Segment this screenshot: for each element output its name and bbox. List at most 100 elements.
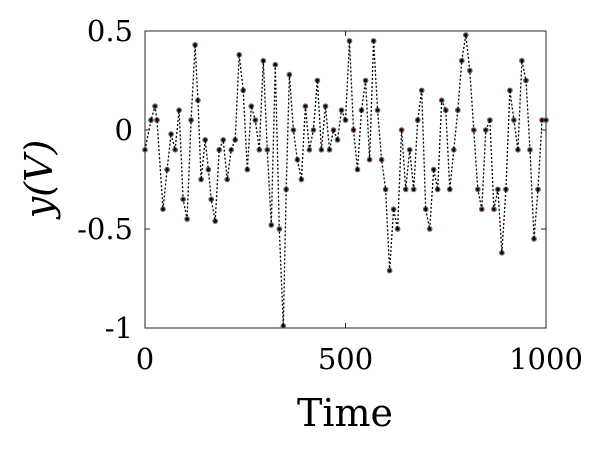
series-2-line <box>144 34 546 327</box>
series-2 <box>143 33 548 328</box>
series-2-point <box>460 59 464 63</box>
series-2-point <box>181 197 185 201</box>
series-2-point <box>245 168 249 172</box>
series-2-point <box>368 158 372 162</box>
series-2-point <box>241 88 245 92</box>
series-2-point <box>528 148 532 152</box>
series-2-point <box>372 39 376 43</box>
series-2-point <box>364 78 368 83</box>
series-2-point <box>456 108 460 112</box>
series-2-point <box>339 108 344 112</box>
series-2-point <box>524 78 528 83</box>
series-2-point <box>400 128 404 132</box>
series-2-point <box>281 324 285 328</box>
series-2-point <box>319 148 323 152</box>
y-axis-title: y(V) <box>17 140 61 221</box>
series-2-point <box>376 108 380 112</box>
series-2-point <box>261 59 265 63</box>
series-2-point <box>380 158 384 162</box>
series-2-point <box>229 148 233 152</box>
series-2-point <box>277 227 281 231</box>
series-2-point <box>440 98 444 102</box>
series-2-point <box>448 187 452 191</box>
series-2-point <box>484 128 488 132</box>
series-2-point <box>496 187 500 191</box>
series-2-point <box>273 63 277 67</box>
series-2-point <box>504 187 508 191</box>
x-tick-label: 0 <box>136 342 154 376</box>
tick-label-layer: 0 500 1000 0.5 0 -0.5 -1 <box>77 14 583 376</box>
series-2-point <box>396 227 400 231</box>
series-2-point <box>476 187 480 191</box>
series-2-point <box>452 148 456 152</box>
series-2-point <box>351 128 356 132</box>
series-2-point <box>540 118 544 122</box>
x-tick-label: 1000 <box>509 342 583 376</box>
series-2-point <box>335 138 340 142</box>
series-2-point <box>412 187 416 191</box>
series-layer <box>142 32 549 329</box>
series-2-point <box>165 168 169 172</box>
series-2-point <box>536 187 540 191</box>
series-2-point <box>203 138 207 142</box>
series-2-point <box>225 177 229 182</box>
series-2-point <box>468 69 472 73</box>
series-2-point <box>153 104 157 108</box>
series-2-point <box>532 237 536 241</box>
series-2-point <box>428 227 432 231</box>
series-2-point <box>544 118 548 122</box>
series-2-point <box>196 98 200 102</box>
series-2-point <box>206 168 210 172</box>
series-2-point <box>480 207 484 211</box>
x-tick-label: 500 <box>318 342 373 376</box>
series-2-point <box>355 168 360 172</box>
series-2-point <box>323 104 328 108</box>
series-2-point <box>143 148 147 152</box>
series-2-point <box>284 187 288 191</box>
series-2-point <box>508 88 512 92</box>
series-2-point <box>424 207 428 211</box>
series-2-point <box>299 177 303 182</box>
series-2-point <box>173 148 177 152</box>
series-2-point <box>311 128 315 132</box>
series-2-point <box>189 118 193 122</box>
series-2-point <box>237 53 241 57</box>
series-2-point <box>500 251 504 255</box>
plot-area <box>144 30 547 329</box>
series-2-point <box>464 33 468 37</box>
series-2-point <box>315 78 319 83</box>
series-2-point <box>359 108 364 112</box>
series-2-point <box>177 108 181 112</box>
series-2-point <box>331 128 336 132</box>
series-2-point <box>233 138 237 142</box>
series-2-point <box>217 148 221 152</box>
series-2-point <box>520 59 524 63</box>
y-tick-label: -1 <box>105 311 133 345</box>
series-2-point <box>303 104 307 108</box>
series-2-point <box>169 132 173 136</box>
series-2-point <box>388 269 392 273</box>
series-2-point <box>269 223 273 227</box>
series-2-point <box>392 207 396 211</box>
series-2-point <box>291 128 295 132</box>
series-2-point <box>408 148 412 152</box>
series-1 <box>142 32 549 329</box>
series-2-point <box>416 118 420 122</box>
series-2-point <box>213 219 217 223</box>
series-2-point <box>257 148 261 152</box>
series-2-point <box>307 148 311 152</box>
series-2-point <box>265 148 269 152</box>
series-2-point <box>420 88 424 92</box>
series-2-point <box>512 118 516 122</box>
series-2-point <box>295 158 299 162</box>
series-2-point <box>327 148 332 152</box>
series-2-point <box>432 168 436 172</box>
series-2-point <box>249 104 253 108</box>
series-2-point <box>161 207 165 211</box>
series-2-point <box>404 187 408 191</box>
series-2-point <box>199 177 203 182</box>
series-2-point <box>253 118 257 122</box>
series-2-point <box>488 118 492 122</box>
